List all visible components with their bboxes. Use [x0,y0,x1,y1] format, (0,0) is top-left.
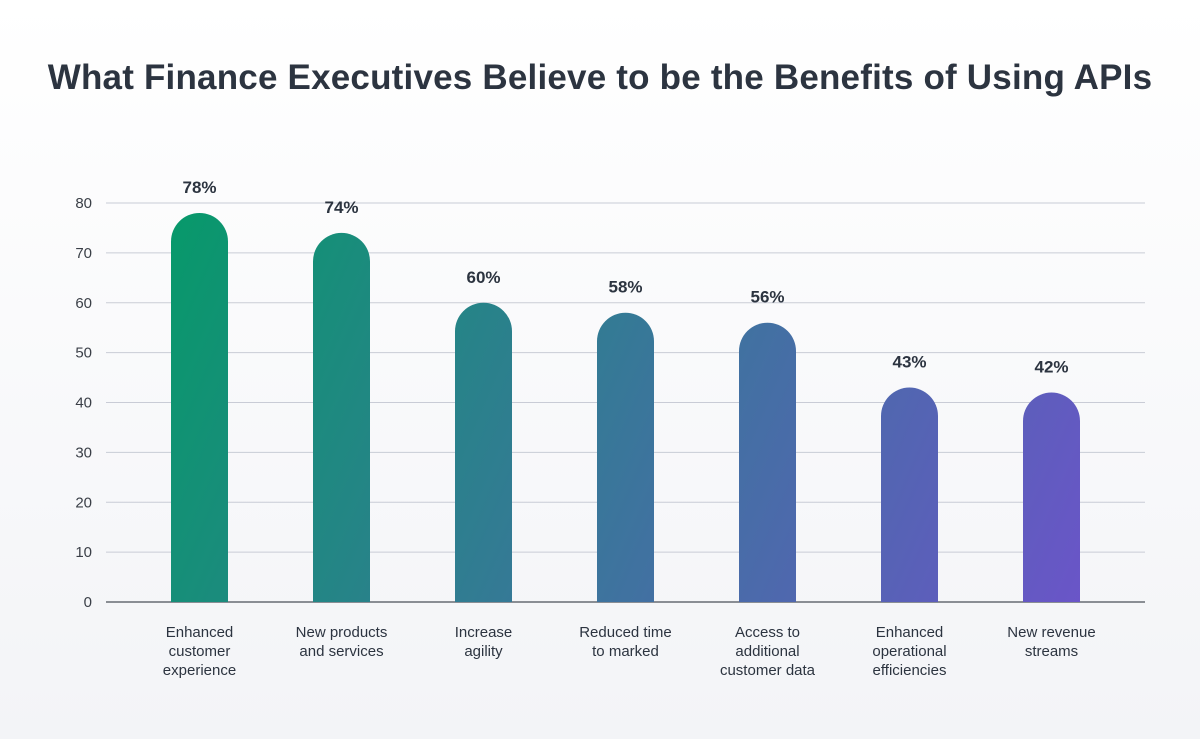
bar [313,232,370,602]
data-label: 56% [750,288,784,307]
data-label: 42% [1034,358,1068,377]
x-category-label: Reduced time [579,624,672,641]
bar [739,322,796,602]
x-category-label: Enhanced [166,624,234,641]
data-label: 58% [608,278,642,297]
y-tick-label: 30 [75,444,92,461]
x-category-label: customer data [720,662,816,679]
data-label: 60% [466,268,500,287]
bar [597,312,654,602]
bar [1023,392,1080,602]
y-tick-label: 80 [75,195,92,212]
y-tick-label: 70 [75,245,92,262]
x-category-label: operational [872,643,946,660]
data-label: 74% [324,198,358,217]
x-category-label: experience [163,662,236,679]
x-category-label: New products [296,624,388,641]
y-tick-label: 10 [75,544,92,561]
x-category-label: and services [299,643,383,660]
bar [881,387,938,602]
chart-title: What Finance Executives Believe to be th… [47,58,1153,97]
y-tick-label: 20 [75,494,92,511]
x-category-label: efficiencies [873,662,947,679]
data-label: 78% [182,178,216,197]
x-category-label: Enhanced [876,624,944,641]
y-tick-label: 0 [84,594,92,611]
x-category-label: streams [1025,643,1078,660]
y-tick-label: 60 [75,295,92,312]
x-category-label: customer [169,643,231,660]
y-tick-label: 50 [75,345,92,362]
x-category-label: agility [464,643,503,660]
x-category-label: to marked [592,643,659,660]
x-category-label: additional [735,643,799,660]
x-category-label: New revenue [1007,624,1095,641]
bar [171,212,228,603]
bar [455,302,512,602]
x-category-label: Access to [735,624,800,641]
data-label: 43% [892,353,926,372]
y-tick-label: 40 [75,395,92,412]
x-category-label: Increase [455,624,513,641]
